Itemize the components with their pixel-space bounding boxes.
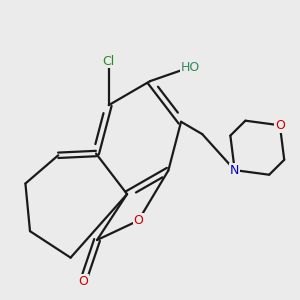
Text: Cl: Cl (103, 55, 115, 68)
Text: N: N (230, 164, 239, 177)
Text: O: O (78, 275, 88, 288)
Text: O: O (134, 214, 143, 227)
Text: HO: HO (181, 61, 200, 74)
Text: O: O (275, 119, 285, 132)
